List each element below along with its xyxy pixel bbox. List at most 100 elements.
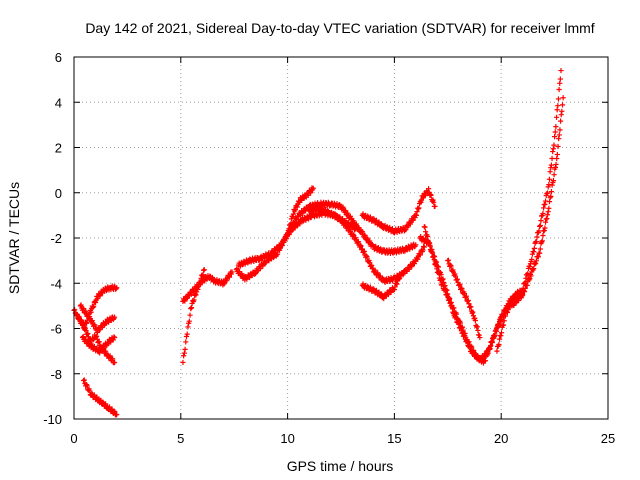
y-tick-label: -4 [50,276,62,291]
data-point [537,222,543,229]
data-point [457,282,463,288]
data-point [431,256,437,263]
data-point [180,359,186,366]
data-point [97,350,103,356]
data-point [364,254,370,260]
data-point [546,205,552,211]
data-point [308,214,314,221]
data-point [555,103,561,109]
data-point [542,201,548,207]
data-point [552,164,559,170]
data-point [527,264,533,270]
data-point [289,224,295,230]
data-point [522,285,528,292]
data-point [548,193,554,199]
data-point [448,263,454,269]
data-point [97,293,103,299]
data-point [477,334,483,341]
data-point [494,348,500,354]
data-point [528,273,534,279]
data-point [357,242,363,248]
data-point [394,281,400,287]
data-point [359,229,365,235]
data-point [447,262,453,268]
data-point [540,228,547,234]
data-point [472,317,478,324]
data-point [501,318,507,324]
data-point [112,409,118,415]
data-point [427,243,433,249]
data-point [111,359,118,366]
grid-layer [74,57,608,419]
data-point [533,238,539,245]
data-point [229,269,235,275]
data-point [468,304,474,310]
data-point [534,234,540,240]
data-point [183,333,190,340]
data-point [78,302,84,308]
data-point [94,333,100,339]
data-point [310,185,316,191]
data-point [183,339,189,345]
data-point [437,277,443,283]
data-point [433,262,439,268]
data-point [540,210,546,217]
data-point [544,216,550,222]
data-point [460,327,466,333]
data-point [363,253,369,259]
y-tick-label: 2 [55,141,62,156]
data-point [375,270,381,276]
data-point [182,346,188,353]
data-point [521,289,528,295]
data-point [487,345,493,352]
data-point [388,289,394,296]
data-point [548,165,554,171]
data-point [468,343,474,349]
data-point [554,107,560,113]
data-point [557,76,563,82]
plot-frame [73,56,609,420]
data-point [291,221,297,227]
data-point [432,203,438,209]
data-point [389,278,395,284]
data-point [459,324,466,330]
data-point [187,312,193,318]
data-point [252,271,259,277]
data-point [181,353,187,359]
data-point [391,286,397,293]
data-point [274,252,280,258]
data-point [430,254,437,260]
data-point [85,330,91,337]
y-tick-label: 6 [55,50,62,65]
data-point [531,249,537,255]
data-point [546,176,553,182]
data-point [367,260,373,266]
data-point [342,220,348,226]
data-point [451,305,457,311]
data-point [535,254,541,260]
data-point [558,67,564,74]
data-point [529,256,535,263]
data-point [423,229,429,235]
data-point [92,299,99,306]
series-trace-j [285,199,419,256]
data-point [513,300,519,306]
data-point [287,229,293,235]
data-point [457,320,464,326]
data-point [444,291,450,297]
data-point [429,249,435,255]
data-point [193,292,199,298]
data-point [555,143,561,150]
data-point [80,333,86,340]
data-point [427,191,434,198]
data-point [556,136,562,142]
data-point [446,297,452,303]
data-point [550,146,556,152]
data-point [76,313,82,319]
data-point [396,276,402,282]
data-point [425,186,432,192]
data-point [407,221,414,227]
data-point [344,223,350,229]
data-point [549,182,555,188]
data-point [548,162,554,168]
